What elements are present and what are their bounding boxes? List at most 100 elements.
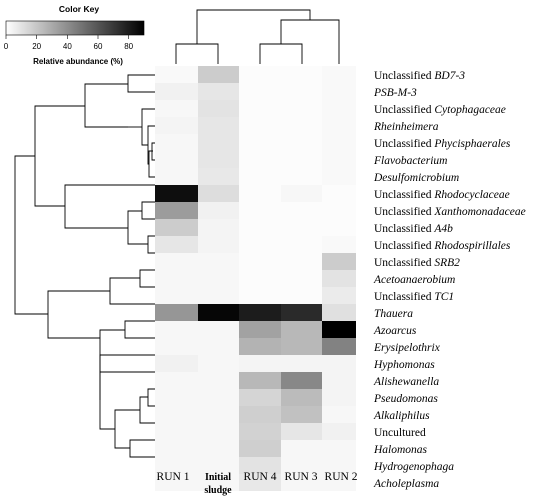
heatmap-cell — [198, 253, 239, 270]
row-label-taxon: SRB2 — [434, 257, 460, 269]
heatmap-cell — [198, 219, 239, 236]
row-label-taxon: Rhodocyclaceae — [433, 189, 509, 201]
row-label-taxon: Pseudomonas — [373, 393, 438, 405]
color-key: Color Key 0 20 40 60 80 Relative abundance (… — [4, 4, 145, 66]
row-label: Alishewanella — [373, 376, 439, 388]
heatmap-cell — [155, 355, 198, 372]
row-label-taxon: Azoarcus — [373, 325, 417, 337]
heatmap-cell — [239, 202, 281, 219]
heatmap-cell — [281, 338, 322, 355]
heatmap-cell — [239, 66, 281, 83]
row-dendro-link-11 — [64, 184, 155, 229]
heatmap-cell — [281, 355, 322, 372]
heatmap-cell — [281, 185, 322, 202]
heatmap-cell — [198, 100, 239, 117]
heatmap-cell — [155, 83, 198, 100]
heatmap-cell — [322, 83, 356, 100]
heatmap-cell — [155, 100, 198, 117]
row-label-taxon: Alishewanella — [373, 376, 439, 388]
heatmap-cell — [322, 355, 356, 372]
row-label-prefix: Unclassified — [374, 257, 434, 269]
row-label: Acholeplasma — [373, 478, 439, 490]
heatmap-cell — [322, 423, 356, 440]
heatmap-cell — [155, 185, 198, 202]
heatmap-cell — [239, 304, 281, 321]
heatmap-cell — [198, 304, 239, 321]
heatmap-cell — [322, 185, 356, 202]
row-dendro-link-9 — [147, 235, 155, 254]
heatmap-cell — [239, 185, 281, 202]
row-label-taxon: Phycisphaerales — [433, 138, 511, 150]
row-label-taxon: Rhodospirillales — [433, 240, 511, 252]
heatmap-cells — [155, 66, 356, 491]
heatmap-cell — [155, 134, 198, 151]
heatmap-cell — [281, 321, 322, 338]
heatmap-cell — [281, 270, 322, 287]
heatmap-cell — [198, 287, 239, 304]
row-label-taxon: Rheinheimera — [373, 121, 439, 133]
heatmap-cell — [322, 100, 356, 117]
heatmap-cell — [281, 168, 322, 185]
heatmap-cell — [198, 83, 239, 100]
heatmap-cell — [155, 117, 198, 134]
color-key-tick-label: 0 — [4, 42, 9, 51]
heatmap-cell — [198, 338, 239, 355]
color-key-tick-label: 40 — [63, 42, 72, 51]
heatmap-cell — [239, 321, 281, 338]
heatmap-cell — [322, 253, 356, 270]
heatmap-cell — [281, 117, 322, 134]
heatmap-cell — [239, 219, 281, 236]
row-labels: Unclassified BD7-3 PSB-M-3 Unclassified Cy… — [373, 70, 526, 490]
row-label: Halomonas — [373, 444, 428, 456]
row-label: Unclassified A4b — [374, 223, 453, 235]
row-label: PSB-M-3 — [373, 87, 417, 99]
heatmap-cell — [155, 321, 198, 338]
heatmap-cell — [155, 372, 198, 389]
heatmap-cell — [239, 474, 281, 491]
row-label: Uncultured — [374, 427, 426, 439]
heatmap-cell — [239, 100, 281, 117]
row-label-taxon: Cytophagaceae — [434, 104, 506, 116]
row-dendro-link-21 — [129, 439, 155, 458]
heatmap-cell — [322, 202, 356, 219]
row-label-taxon: Hydrogenophaga — [373, 461, 454, 473]
heatmap-cell — [281, 253, 322, 270]
row-label: Unclassified TC1 — [374, 291, 454, 303]
heatmap-cell — [155, 304, 198, 321]
heatmap-cell — [155, 66, 198, 83]
heatmap-cell — [239, 151, 281, 168]
heatmap-cell — [281, 474, 322, 491]
row-label: Hydrogenophaga — [373, 461, 454, 473]
heatmap-cell — [198, 270, 239, 287]
row-dendro-link-14 — [109, 277, 155, 305]
heatmap-cell — [281, 219, 322, 236]
column-label-line2: sludge — [204, 485, 232, 496]
row-dendro-link-20 — [139, 396, 155, 424]
row-dendro-link-19 — [147, 388, 155, 407]
heatmap-cell — [239, 83, 281, 100]
row-dendro-link-12 — [34, 105, 85, 207]
heatmap-cell — [239, 253, 281, 270]
row-dendro-link-13 — [139, 269, 155, 288]
row-dendro-link-7 — [84, 83, 128, 128]
heatmap-cell — [281, 389, 322, 406]
row-label-taxon: Uncultured — [374, 427, 426, 439]
heatmap-cell — [239, 236, 281, 253]
row-label-taxon: PSB-M-3 — [373, 87, 417, 99]
column-label: RUN 1 — [157, 471, 190, 483]
heatmap-cell — [322, 219, 356, 236]
row-dendro-link-10 — [127, 210, 148, 245]
heatmap-cell — [281, 100, 322, 117]
heatmap-cell — [198, 117, 239, 134]
heatmap-cell — [198, 389, 239, 406]
row-label-taxon: Acetoanaerobium — [373, 274, 455, 286]
heatmap-cell — [198, 185, 239, 202]
row-label: Acetoanaerobium — [373, 274, 455, 286]
heatmap-cell — [155, 440, 198, 457]
row-label-taxon: Erysipelothrix — [373, 342, 441, 354]
heatmap-cell — [322, 474, 356, 491]
heatmap-cell — [155, 202, 198, 219]
heatmap-cell — [322, 440, 356, 457]
row-dendro-link-22 — [114, 409, 140, 449]
